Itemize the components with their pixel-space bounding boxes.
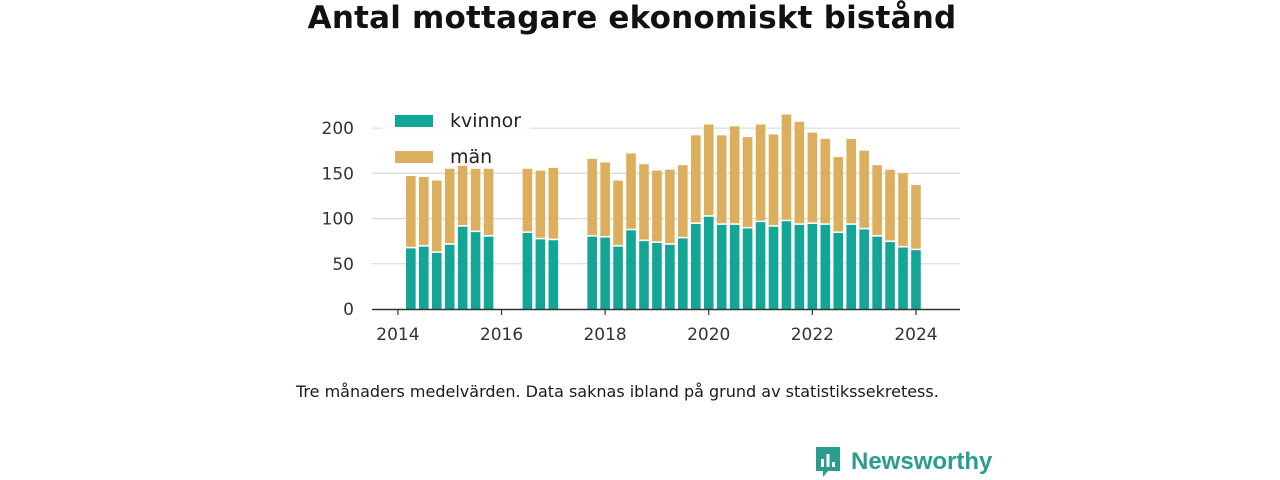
x-tick-label: 2016: [480, 325, 523, 345]
bar-kvinnor: [652, 242, 662, 309]
bar-man: [444, 168, 455, 244]
bar-man: [716, 135, 727, 224]
bar-man: [846, 138, 857, 224]
bar-kvinnor: [444, 244, 455, 309]
bar-kvinnor: [807, 223, 818, 309]
bar-man: [665, 169, 675, 244]
bar-kvinnor: [483, 236, 494, 309]
bar-kvinnor: [768, 226, 779, 309]
brand-logo: Newsworthy: [814, 445, 992, 479]
bar-man: [807, 132, 818, 223]
bar-kvinnor: [742, 228, 753, 309]
legend-label-man: män: [450, 146, 492, 168]
x-tick-label: 2022: [791, 325, 834, 345]
bar-kvinnor: [600, 237, 610, 309]
bar-man: [872, 165, 882, 236]
bar-man: [768, 134, 779, 226]
bar-man: [781, 114, 792, 220]
y-tick-label: 150: [322, 164, 354, 184]
bar-kvinnor: [833, 233, 844, 309]
y-tick-label: 50: [332, 255, 354, 275]
chart-note: Tre månaders medelvärden. Data saknas ib…: [296, 382, 939, 401]
y-tick-label: 100: [322, 210, 354, 230]
bar-kvinnor: [859, 229, 869, 309]
bar-man: [600, 162, 610, 236]
bar-kvinnor: [885, 242, 895, 309]
y-tick-label: 0: [343, 300, 354, 320]
bar-kvinnor: [703, 216, 714, 309]
bar-kvinnor: [898, 247, 908, 309]
bar-kvinnor: [872, 236, 882, 309]
bar-man: [898, 173, 908, 246]
x-tick-label: 2014: [376, 325, 419, 345]
axes: 0 50 100 150 200 2014 2016 2018 2020 2022 2024: [322, 119, 960, 345]
newsworthy-logo-icon: [816, 447, 840, 477]
bar-man: [911, 185, 921, 249]
bar-kvinnor: [716, 224, 727, 309]
bar-man: [639, 164, 649, 240]
bar-man: [742, 137, 753, 227]
bar-man: [820, 138, 831, 224]
bar-man: [419, 176, 429, 245]
bar-man: [703, 124, 714, 216]
bar-man: [457, 149, 468, 226]
bar-kvinnor: [613, 246, 623, 309]
legend: kvinnor män: [382, 104, 530, 168]
bar-kvinnor: [729, 224, 740, 309]
bar-kvinnor: [419, 246, 429, 309]
bar-kvinnor: [431, 252, 442, 309]
bar-kvinnor: [665, 244, 675, 309]
brand-name: Newsworthy: [851, 448, 993, 475]
legend-label-kvinnor: kvinnor: [450, 110, 521, 132]
bar-man: [755, 124, 766, 221]
chart-title: Antal mottagare ekonomiskt bistånd: [307, 0, 957, 36]
bar-kvinnor: [846, 224, 857, 309]
bar-kvinnor: [548, 240, 559, 309]
bar-kvinnor: [794, 224, 805, 309]
legend-swatch-man: [395, 151, 433, 163]
bar-man: [613, 180, 623, 245]
bar-kvinnor: [406, 248, 416, 309]
bar-kvinnor: [587, 236, 597, 309]
bar-kvinnor: [690, 223, 701, 309]
bar-man: [794, 121, 805, 224]
bar-man: [470, 168, 481, 231]
bar-man: [626, 153, 636, 229]
bar-man: [652, 170, 662, 242]
x-tick-label: 2024: [894, 325, 937, 345]
bar-man: [587, 158, 597, 236]
bar-man: [548, 167, 559, 239]
bar-man: [678, 165, 688, 237]
bar-man: [833, 157, 844, 232]
bar-man: [522, 168, 533, 232]
bar-kvinnor: [457, 226, 468, 309]
bar-kvinnor: [781, 221, 792, 309]
bar-kvinnor: [911, 250, 921, 309]
bar-kvinnor: [626, 230, 636, 309]
bar-kvinnor: [820, 224, 831, 309]
bar-man: [885, 169, 895, 241]
bar-kvinnor: [535, 239, 546, 309]
bar-kvinnor: [678, 238, 688, 309]
bar-man: [535, 170, 546, 238]
bar-man: [483, 168, 494, 236]
bar-kvinnor: [639, 241, 649, 309]
bar-man: [431, 180, 442, 252]
x-tick-label: 2018: [583, 325, 626, 345]
bar-man: [729, 126, 740, 224]
legend-swatch-kvinnor: [395, 115, 433, 127]
bar-man: [859, 150, 869, 228]
x-tick-label: 2020: [687, 325, 730, 345]
bar-kvinnor: [470, 232, 481, 309]
stacked-bar-chart: 0 50 100 150 200 2014 2016 2018 2020 2022 2024 kvi…: [321, 104, 960, 345]
bar-kvinnor: [755, 222, 766, 309]
bar-man: [406, 176, 416, 247]
bar-man: [690, 135, 701, 223]
bars: [406, 114, 921, 309]
bar-kvinnor: [522, 233, 533, 309]
y-tick-label: 200: [322, 119, 354, 139]
